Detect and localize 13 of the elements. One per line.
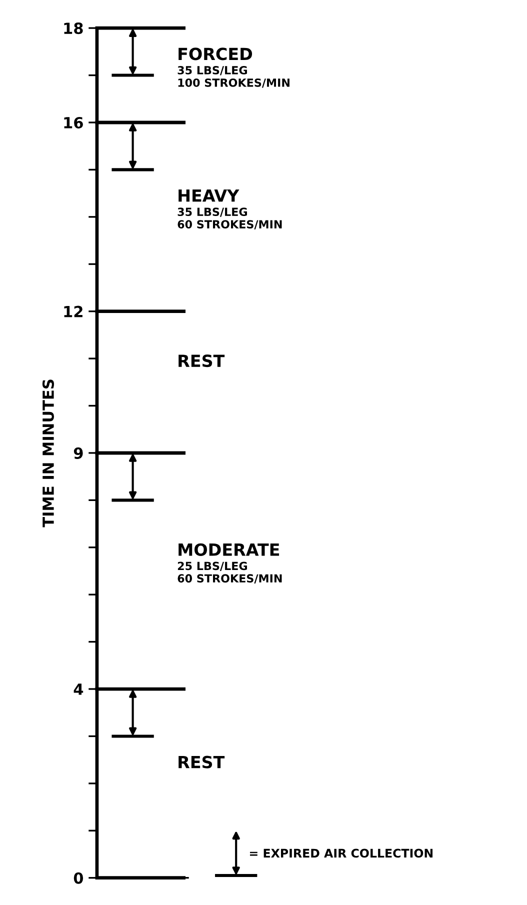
y-tick-label: 16 [64, 116, 83, 128]
y-tick-label: 9 [74, 447, 83, 459]
y-tick-label: 18 [64, 22, 83, 34]
series-label: FORCED 35 LBS/LEG 100 STROKES/MIN [178, 48, 290, 88]
y-tick-label: 0 [74, 872, 84, 884]
y-axis-title: TIME IN MINUTES [42, 380, 54, 528]
y-tick-label: 4 [74, 684, 84, 695]
series-label: REST [178, 756, 225, 768]
y-tick-label: 12 [64, 306, 82, 318]
text: = EXPIRED AIR COLLECTION [250, 848, 433, 858]
series-label: HEAVY 35 LBS/LEG 60 STROKES/MIN [178, 189, 282, 230]
series-label: REST [178, 354, 225, 368]
series-label: MODERATE 25 LBS/LEG 60 STROKES/MIN [178, 543, 282, 584]
